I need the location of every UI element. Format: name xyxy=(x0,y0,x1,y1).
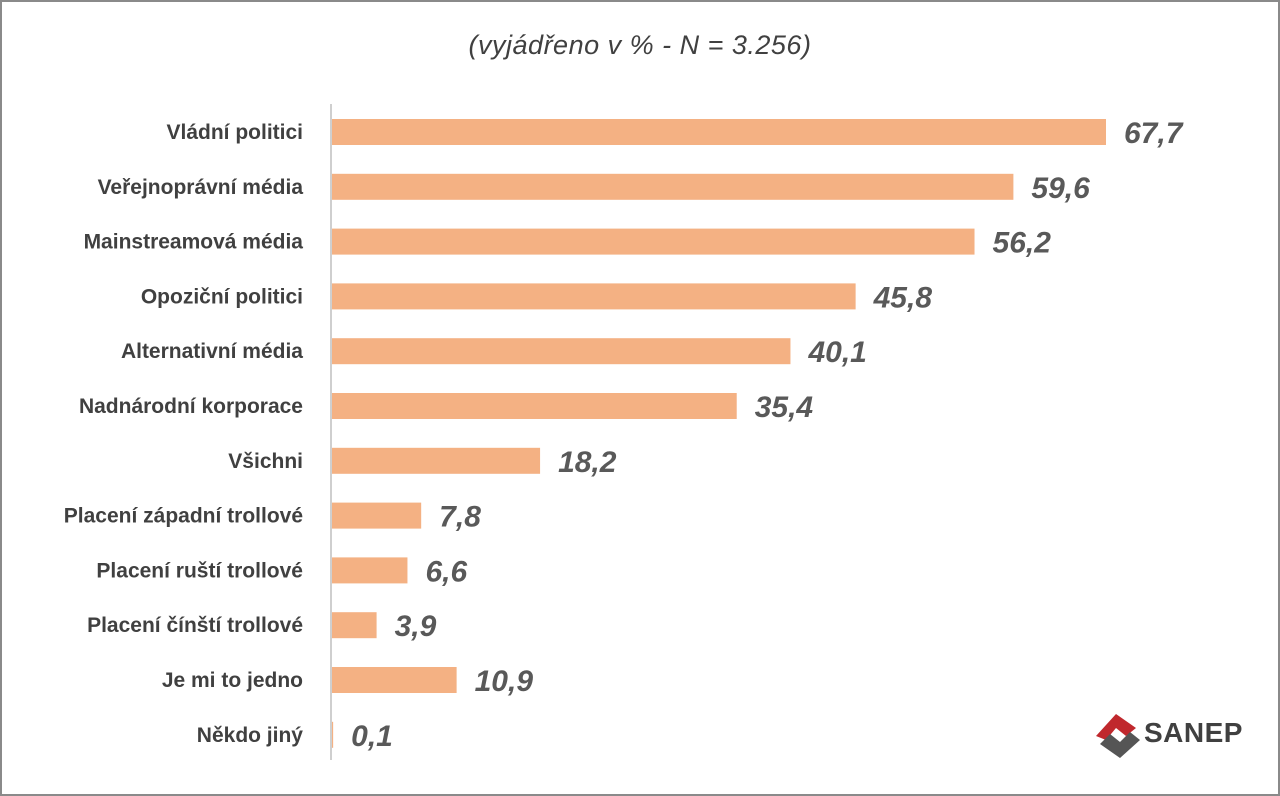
category-label: Mainstreamová média xyxy=(84,231,304,254)
bar xyxy=(332,338,791,365)
chart-subtitle: (vyjádřeno v % - N = 3.256) xyxy=(468,30,812,60)
value-label: 0,1 xyxy=(351,720,393,753)
value-label: 18,2 xyxy=(558,446,617,479)
bar xyxy=(332,173,1014,200)
value-label: 6,6 xyxy=(425,555,467,588)
bar xyxy=(332,283,856,310)
value-label: 56,2 xyxy=(993,227,1052,260)
value-label: 3,9 xyxy=(395,610,437,643)
category-label: Je mi to jedno xyxy=(162,669,303,692)
logo-text: SANEP xyxy=(1144,717,1243,748)
bar xyxy=(332,228,975,255)
bar xyxy=(332,721,334,748)
bar xyxy=(332,667,457,693)
category-label: Nadnárodní korporace xyxy=(79,395,303,418)
bar xyxy=(332,119,1106,145)
value-label: 7,8 xyxy=(439,501,481,534)
sanep-logo-mark-icon xyxy=(1096,714,1140,758)
category-label: Vládní politici xyxy=(166,121,303,144)
value-label: 40,1 xyxy=(807,336,866,369)
category-label: Všichni xyxy=(228,450,303,473)
value-label: 59,6 xyxy=(1031,172,1090,205)
bar xyxy=(332,393,737,419)
bar xyxy=(332,447,541,474)
bar xyxy=(332,612,377,639)
sanep-logo: SANEP xyxy=(1092,706,1252,762)
category-label: Placení čínští trollové xyxy=(87,614,303,637)
bar xyxy=(332,502,422,529)
value-label: 35,4 xyxy=(755,391,814,424)
category-label: Placení ruští trollové xyxy=(96,559,303,582)
category-label: Placení západní trollové xyxy=(64,505,303,528)
bar xyxy=(332,557,408,584)
category-label: Veřejnoprávní média xyxy=(98,176,304,199)
value-label: 45,8 xyxy=(873,281,933,314)
category-label: Alternativní média xyxy=(121,340,303,363)
value-label: 10,9 xyxy=(475,665,534,698)
category-label: Opoziční politici xyxy=(141,285,303,308)
category-label: Někdo jiný xyxy=(197,724,304,747)
value-label: 67,7 xyxy=(1124,117,1184,150)
